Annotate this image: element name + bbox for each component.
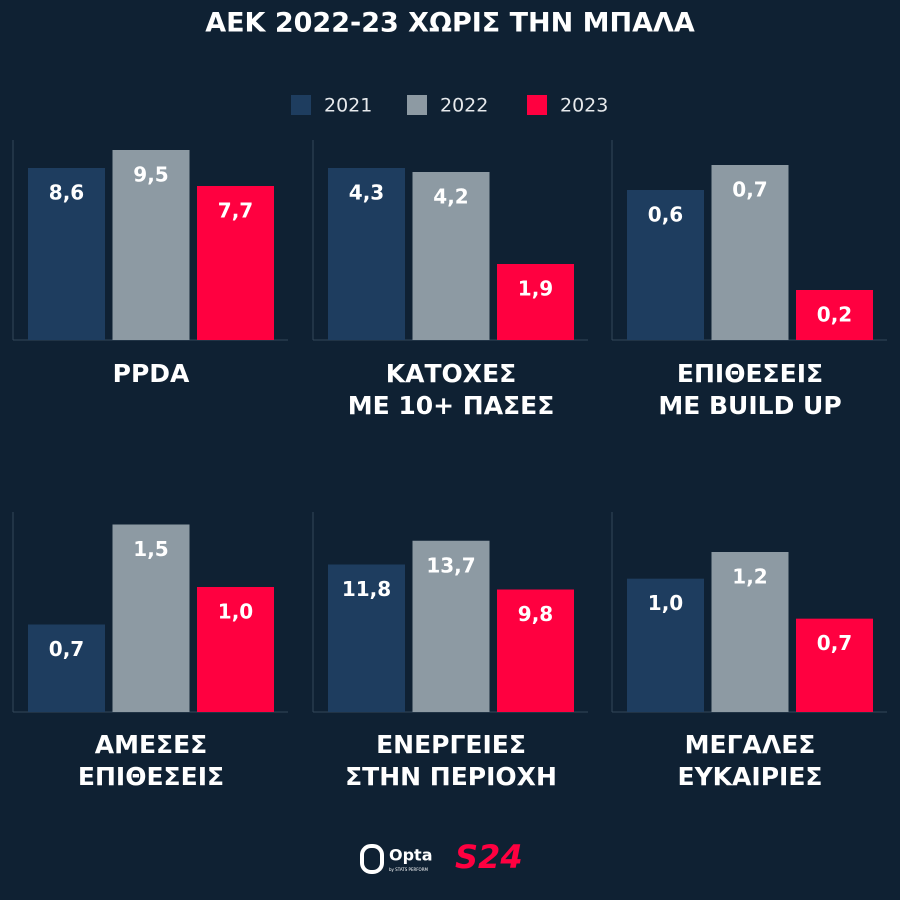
value-label: 13,7	[426, 553, 475, 577]
bar	[627, 578, 704, 712]
value-label: 0,7	[817, 631, 852, 655]
bar	[497, 264, 574, 340]
panel-title: ΣΤΗΝ ΠΕΡΙΟΧΗ	[345, 762, 557, 791]
legend-swatch	[291, 95, 311, 115]
panel-title: ΕΝΕΡΓΕΙΕΣ	[376, 730, 526, 759]
bar	[197, 587, 274, 712]
value-label: 4,3	[349, 181, 384, 205]
panel-title: ΕΠΙΘΕΣΕΙΣ	[78, 762, 224, 791]
panel-title: ΑΜΕΣΕΣ	[95, 730, 208, 759]
panel-title: ΕΠΙΘΕΣΕΙΣ	[677, 359, 823, 388]
bar	[796, 618, 873, 712]
bar	[328, 564, 405, 712]
value-label: 0,7	[49, 637, 84, 661]
bar	[627, 190, 704, 340]
bar	[112, 524, 190, 712]
value-label: 9,8	[518, 602, 553, 626]
brand-logo: S24	[455, 838, 523, 876]
bar	[28, 624, 105, 712]
bar	[412, 172, 490, 340]
legend-label: 2022	[440, 95, 488, 117]
chart-title: ΑΕΚ 2022-23 ΧΩΡΙΣ ΤΗΝ ΜΠΑΛΑ	[205, 8, 695, 39]
legend-swatch	[527, 95, 547, 115]
bar	[796, 290, 873, 340]
panel-title: PPDA	[113, 359, 190, 388]
value-label: 1,0	[218, 600, 253, 624]
value-label: 1,9	[518, 277, 553, 301]
value-label: 0,6	[648, 203, 683, 227]
bar	[112, 150, 190, 340]
value-label: 1,0	[648, 591, 683, 615]
bar	[412, 540, 490, 712]
value-label: 9,5	[133, 163, 168, 187]
panel-title: ΕΥΚΑΙΡΙΕΣ	[678, 762, 823, 791]
value-label: 1,2	[732, 565, 767, 589]
opta-logo	[360, 844, 384, 874]
bar	[28, 168, 105, 340]
value-label: 4,2	[433, 185, 468, 209]
value-label: 8,6	[49, 181, 84, 205]
legend-swatch	[407, 95, 427, 115]
value-label: 1,5	[133, 537, 168, 561]
value-label: 7,7	[218, 199, 253, 223]
bar	[197, 186, 274, 340]
bar	[328, 168, 405, 340]
opta-text: Opta	[389, 846, 433, 865]
legend-label: 2021	[324, 95, 372, 117]
value-label: 11,8	[342, 577, 391, 601]
bar	[497, 589, 574, 712]
value-label: 0,7	[732, 178, 767, 202]
bar	[711, 552, 789, 712]
bar	[711, 165, 789, 340]
value-label: 0,2	[817, 303, 852, 327]
legend-label: 2023	[560, 95, 608, 117]
panel-title: ΜΕ 10+ ΠΑΣΕΣ	[348, 391, 555, 420]
opta-sub: by STATS PERFORM	[389, 867, 428, 872]
panel-title: ΜΕ BUILD UP	[658, 391, 841, 420]
panel-title: ΜΕΓΑΛΕΣ	[685, 730, 816, 759]
panel-title: ΚΑΤΟΧΕΣ	[386, 359, 516, 388]
footer: Opta by STATS PERFORM S24	[360, 838, 523, 876]
